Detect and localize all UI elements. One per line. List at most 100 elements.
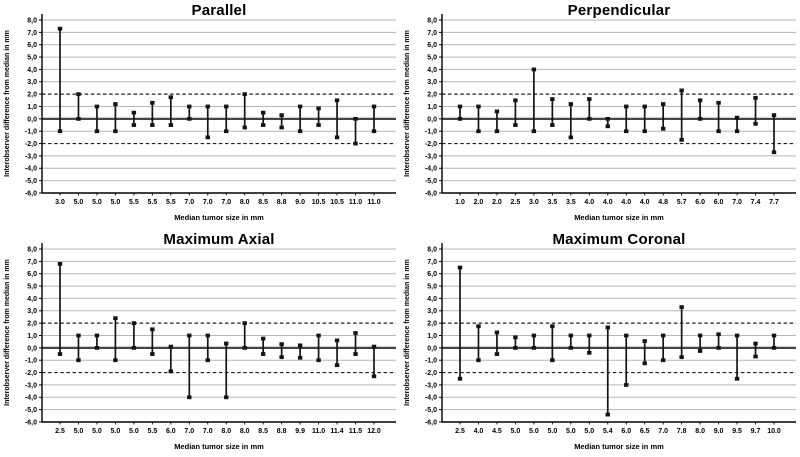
x-tick-label: 9.0 bbox=[295, 199, 305, 206]
error-bar-cap bbox=[113, 358, 118, 363]
y-tick-label: 6,0 bbox=[27, 271, 37, 278]
x-tick-label: 7.0 bbox=[184, 199, 194, 206]
x-tick-label: 5.0 bbox=[129, 428, 139, 435]
error-bar-cap bbox=[457, 116, 463, 121]
subplot-parallel: 8,0 7,0 6,0 5,0 4,0 3,0 2,0 1,0 0,0 -1,0 -2,0 -3,0 -… bbox=[0, 0, 400, 229]
x-tick-label: 6.5 bbox=[640, 428, 650, 435]
x-tick-label: 5.0 bbox=[547, 428, 557, 435]
x-tick-label: 9.5 bbox=[732, 428, 742, 435]
chart-title-perpendicular: Perpendicular bbox=[567, 2, 671, 19]
error-bar-cap bbox=[353, 116, 358, 121]
chart-canvas-maximum-axial: 8,0 7,0 6,0 5,0 4,0 3,0 2,0 1,0 0,0 -1,0 -2,0 -3,0 -… bbox=[4, 243, 396, 451]
error-bar-cap bbox=[371, 374, 377, 379]
y-tick-label: -2,0 bbox=[25, 370, 37, 377]
y-tick-label: 7,0 bbox=[27, 30, 37, 37]
y-tick-label: 4,0 bbox=[427, 296, 437, 303]
error-bar-cap bbox=[587, 350, 592, 355]
error-bar-cap bbox=[716, 332, 721, 337]
error-bar-cap bbox=[297, 343, 303, 348]
error-bar-cap bbox=[279, 342, 284, 347]
y-tick-label: -4,0 bbox=[25, 395, 37, 402]
error-bar-cap bbox=[187, 116, 192, 121]
error-bar-cap bbox=[753, 121, 758, 126]
y-tick-label: 2,0 bbox=[427, 92, 437, 99]
error-bar-cap bbox=[94, 345, 100, 350]
x-tick-label: 8.5 bbox=[258, 199, 268, 206]
error-bar-cap bbox=[76, 92, 81, 97]
x-tick-label: 5.0 bbox=[74, 199, 84, 206]
y-tick-label: 4,0 bbox=[27, 296, 37, 303]
x-tick-label: 9.9 bbox=[295, 428, 305, 435]
y-tick-label: -6,0 bbox=[25, 419, 37, 426]
y-tick-label: 1,0 bbox=[427, 333, 437, 340]
error-bar-cap bbox=[660, 358, 666, 363]
error-bar-cap bbox=[279, 113, 284, 118]
y-tick-label: 8,0 bbox=[27, 246, 37, 253]
error-bar-cap bbox=[587, 116, 592, 121]
error-bar-cap bbox=[494, 352, 500, 356]
chart-title-maximum-coronal: Maximum Coronal bbox=[552, 231, 686, 248]
error-bar-cap bbox=[297, 355, 303, 360]
error-bar-cap bbox=[494, 330, 500, 335]
x-tick-label: 5.0 bbox=[92, 199, 102, 206]
x-tick-label: 5.0 bbox=[111, 428, 121, 435]
error-bar-cap bbox=[624, 383, 629, 387]
x-tick-label: 7.0 bbox=[203, 199, 213, 206]
error-bar-cap bbox=[476, 104, 481, 109]
x-tick-label: 5.0 bbox=[529, 428, 539, 435]
error-bar-cap bbox=[476, 324, 481, 329]
x-tick-label: 5.0 bbox=[74, 428, 84, 435]
y-tick-label: 7,0 bbox=[427, 259, 437, 266]
x-tick-label: 2.5 bbox=[455, 428, 465, 435]
error-bar-cap bbox=[624, 333, 629, 338]
x-axis-title: Median tumor size in mm bbox=[574, 442, 664, 451]
x-tick-label: 10.5 bbox=[312, 199, 326, 206]
error-bar-cap bbox=[660, 333, 666, 338]
error-bar-cap bbox=[568, 102, 574, 106]
y-tick-label: 5,0 bbox=[427, 283, 437, 290]
error-bar-cap bbox=[605, 124, 610, 129]
error-bar-cap bbox=[57, 129, 63, 134]
error-bar-cap bbox=[353, 331, 358, 335]
error-bar-cap bbox=[457, 104, 463, 109]
error-bar-cap bbox=[531, 345, 537, 350]
x-tick-label: 7.0 bbox=[732, 199, 742, 206]
error-bar-cap bbox=[587, 333, 592, 338]
chart-canvas-perpendicular: 8,0 7,0 6,0 5,0 4,0 3,0 2,0 1,0 0,0 -1,0 -2,0 -3,0 -… bbox=[404, 14, 796, 222]
x-tick-label: 5.0 bbox=[584, 428, 594, 435]
error-bar-cap bbox=[371, 104, 377, 109]
x-tick-label: 4.5 bbox=[492, 428, 502, 435]
y-tick-label: 0,0 bbox=[427, 345, 437, 352]
chart-canvas-maximum-coronal: 8,0 7,0 6,0 5,0 4,0 3,0 2,0 1,0 0,0 -1,0 -2,0 -3,0 -… bbox=[404, 243, 796, 451]
error-bar-cap bbox=[260, 110, 266, 115]
y-tick-label: 8,0 bbox=[27, 17, 37, 24]
y-tick-label: -5,0 bbox=[25, 178, 37, 185]
x-tick-label: 9.7 bbox=[751, 428, 761, 435]
error-bar-cap bbox=[697, 349, 703, 353]
x-tick-label: 2.5 bbox=[55, 428, 65, 435]
error-bar-cap bbox=[76, 358, 81, 363]
y-tick-label: -4,0 bbox=[25, 166, 37, 173]
y-tick-label: 6,0 bbox=[27, 42, 37, 49]
x-tick-label: 5.5 bbox=[147, 428, 157, 435]
y-tick-label: 6,0 bbox=[427, 42, 437, 49]
x-tick-label: 6.0 bbox=[621, 428, 631, 435]
x-tick-label: 11.0 bbox=[312, 428, 325, 435]
error-bar-cap bbox=[697, 116, 703, 121]
x-tick-label: 5.5 bbox=[129, 199, 139, 206]
error-bar-cap bbox=[513, 98, 518, 103]
y-tick-label: -3,0 bbox=[425, 153, 437, 160]
error-bar-cap bbox=[279, 125, 284, 130]
error-bar-cap bbox=[224, 104, 229, 109]
error-bar-cap bbox=[150, 100, 155, 105]
error-bar-cap bbox=[568, 345, 574, 350]
error-bar-cap bbox=[205, 358, 210, 363]
x-tick-label: 8.0 bbox=[240, 199, 250, 206]
error-bar-cap bbox=[334, 363, 340, 368]
error-bar-cap bbox=[531, 333, 537, 338]
y-tick-label: -3,0 bbox=[25, 382, 37, 389]
error-bar-cap bbox=[131, 345, 137, 350]
error-bar-cap bbox=[224, 129, 229, 134]
error-bar-cap bbox=[642, 104, 647, 109]
y-tick-label: 7,0 bbox=[27, 259, 37, 266]
